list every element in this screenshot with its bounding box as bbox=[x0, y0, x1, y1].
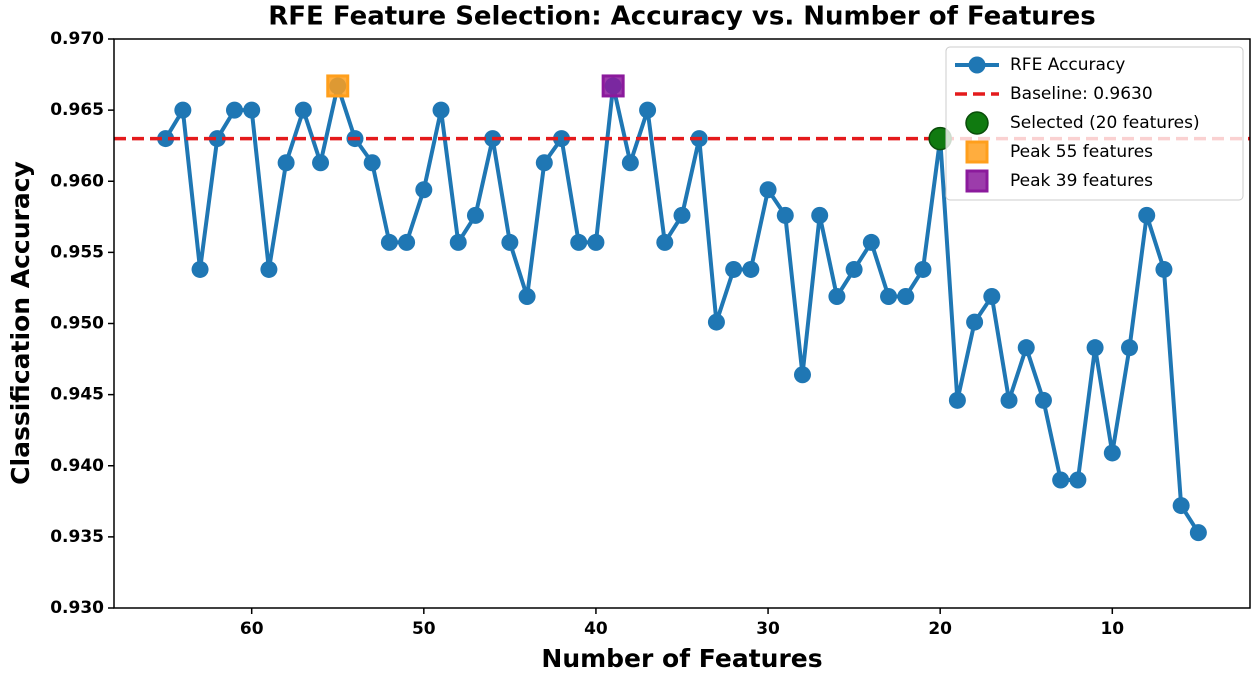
highlight-marker bbox=[601, 74, 625, 98]
data-point bbox=[1000, 391, 1018, 409]
data-point bbox=[880, 287, 898, 305]
y-axis-label: Classification Accuracy bbox=[6, 161, 35, 485]
data-point bbox=[225, 101, 243, 119]
data-point bbox=[1155, 260, 1173, 278]
y-tick-label: 0.940 bbox=[50, 456, 104, 476]
data-point bbox=[673, 206, 691, 224]
legend-swatch bbox=[968, 56, 986, 74]
x-tick-label: 10 bbox=[1100, 619, 1124, 639]
data-point bbox=[828, 287, 846, 305]
data-point bbox=[793, 366, 811, 384]
plot-frame bbox=[113, 38, 1251, 609]
data-point bbox=[243, 101, 261, 119]
data-point bbox=[587, 233, 605, 251]
x-tick-label: 50 bbox=[412, 619, 436, 639]
y-tick-label: 0.955 bbox=[50, 242, 104, 262]
data-point bbox=[501, 233, 519, 251]
data-point bbox=[1138, 206, 1156, 224]
data-point bbox=[260, 260, 278, 278]
data-point bbox=[449, 233, 467, 251]
highlight-marker bbox=[326, 74, 350, 98]
legend-label: Peak 55 features bbox=[1010, 142, 1153, 162]
data-point bbox=[725, 260, 743, 278]
data-point bbox=[1069, 471, 1087, 489]
x-tick-label: 30 bbox=[756, 619, 780, 639]
data-point bbox=[191, 260, 209, 278]
data-point bbox=[639, 101, 657, 119]
legend-label: Baseline: 0.9630 bbox=[1010, 84, 1153, 104]
data-point bbox=[466, 206, 484, 224]
data-point bbox=[1017, 339, 1035, 357]
data-point bbox=[1189, 524, 1207, 542]
y-tick-label: 0.945 bbox=[50, 385, 104, 405]
x-axis-label: Number of Features bbox=[541, 644, 822, 673]
x-tick-label: 40 bbox=[584, 619, 608, 639]
data-point bbox=[518, 287, 536, 305]
data-point bbox=[811, 206, 829, 224]
data-point bbox=[759, 181, 777, 199]
legend-label: Peak 39 features bbox=[1010, 171, 1153, 191]
data-point bbox=[966, 313, 984, 331]
y-tick-label: 0.950 bbox=[50, 314, 104, 334]
data-point bbox=[897, 287, 915, 305]
data-point bbox=[1121, 339, 1139, 357]
data-point bbox=[914, 260, 932, 278]
data-point bbox=[363, 154, 381, 172]
legend-label: RFE Accuracy bbox=[1010, 55, 1125, 75]
data-point bbox=[535, 154, 553, 172]
data-point bbox=[380, 233, 398, 251]
data-point bbox=[432, 101, 450, 119]
data-point bbox=[312, 154, 330, 172]
data-point bbox=[1172, 497, 1190, 515]
legend-swatch bbox=[965, 111, 989, 135]
x-tick-label: 20 bbox=[928, 619, 952, 639]
legend-swatch bbox=[965, 169, 989, 193]
data-point bbox=[1052, 471, 1070, 489]
data-point bbox=[983, 287, 1001, 305]
data-point bbox=[742, 260, 760, 278]
y-tick-label: 0.960 bbox=[50, 171, 104, 191]
data-point bbox=[208, 130, 226, 148]
data-point bbox=[707, 313, 725, 331]
data-point bbox=[621, 154, 639, 172]
x-tick-label: 60 bbox=[240, 619, 264, 639]
data-point bbox=[948, 391, 966, 409]
data-point bbox=[570, 233, 588, 251]
data-point bbox=[776, 206, 794, 224]
data-point bbox=[415, 181, 433, 199]
data-point bbox=[1034, 391, 1052, 409]
data-point bbox=[1103, 444, 1121, 462]
chart-title: RFE Feature Selection: Accuracy vs. Numb… bbox=[268, 2, 1095, 32]
data-point bbox=[1086, 339, 1104, 357]
data-point bbox=[553, 130, 571, 148]
data-point bbox=[174, 101, 192, 119]
legend-label: Selected (20 features) bbox=[1010, 113, 1200, 133]
y-tick-label: 0.935 bbox=[50, 527, 104, 547]
data-point bbox=[845, 260, 863, 278]
legend-swatch bbox=[965, 140, 989, 164]
data-point bbox=[294, 101, 312, 119]
y-tick-label: 0.970 bbox=[50, 29, 104, 49]
data-point bbox=[398, 233, 416, 251]
legend-box bbox=[945, 46, 1244, 201]
y-tick-label: 0.965 bbox=[50, 100, 104, 120]
data-point bbox=[656, 233, 674, 251]
y-tick-label: 0.930 bbox=[50, 598, 104, 618]
data-point bbox=[157, 130, 175, 148]
data-point bbox=[862, 233, 880, 251]
data-point bbox=[277, 154, 295, 172]
